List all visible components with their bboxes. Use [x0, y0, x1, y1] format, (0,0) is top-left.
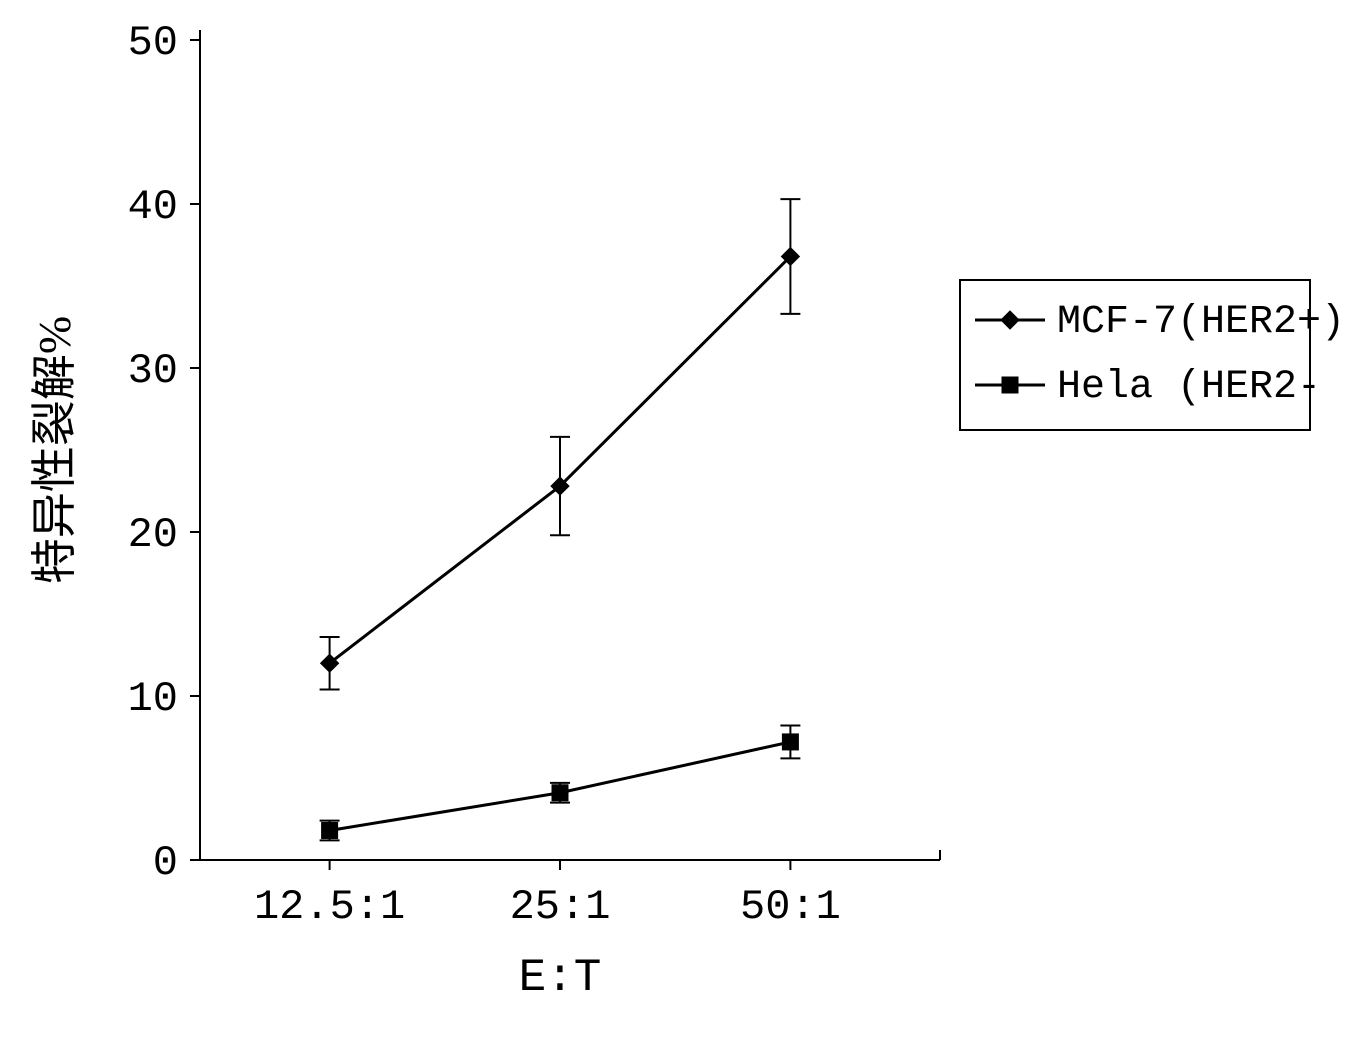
legend-label: MCF-7(HER2+) — [1057, 300, 1345, 345]
y-tick-label: 50 — [128, 19, 178, 67]
x-tick-label: 12.5:1 — [254, 883, 405, 931]
series-1 — [320, 726, 801, 841]
y-tick-label: 40 — [128, 183, 178, 231]
x-tick-label: 50:1 — [740, 883, 841, 931]
y-tick-label: 20 — [128, 511, 178, 559]
y-axis-label: 特异性裂解% — [29, 316, 80, 584]
y-tick-label: 10 — [128, 675, 178, 723]
series-0 — [320, 199, 801, 689]
line-chart: 0 10 20 30 40 50 12.5:1 25:1 50:1 特异性裂解% E:T MCF-7(… — [0, 0, 1358, 1053]
x-tick-label: 25:1 — [510, 883, 611, 931]
legend: MCF-7(HER2+) Hela (HER2- — [960, 280, 1345, 430]
x-axis-label: E:T — [519, 952, 602, 1004]
chart-container: 0 10 20 30 40 50 12.5:1 25:1 50:1 特异性裂解% E:T MCF-7(… — [0, 0, 1358, 1053]
y-tick-label: 0 — [153, 839, 178, 887]
y-tick-label: 30 — [128, 347, 178, 395]
legend-label: Hela (HER2- — [1057, 365, 1321, 410]
